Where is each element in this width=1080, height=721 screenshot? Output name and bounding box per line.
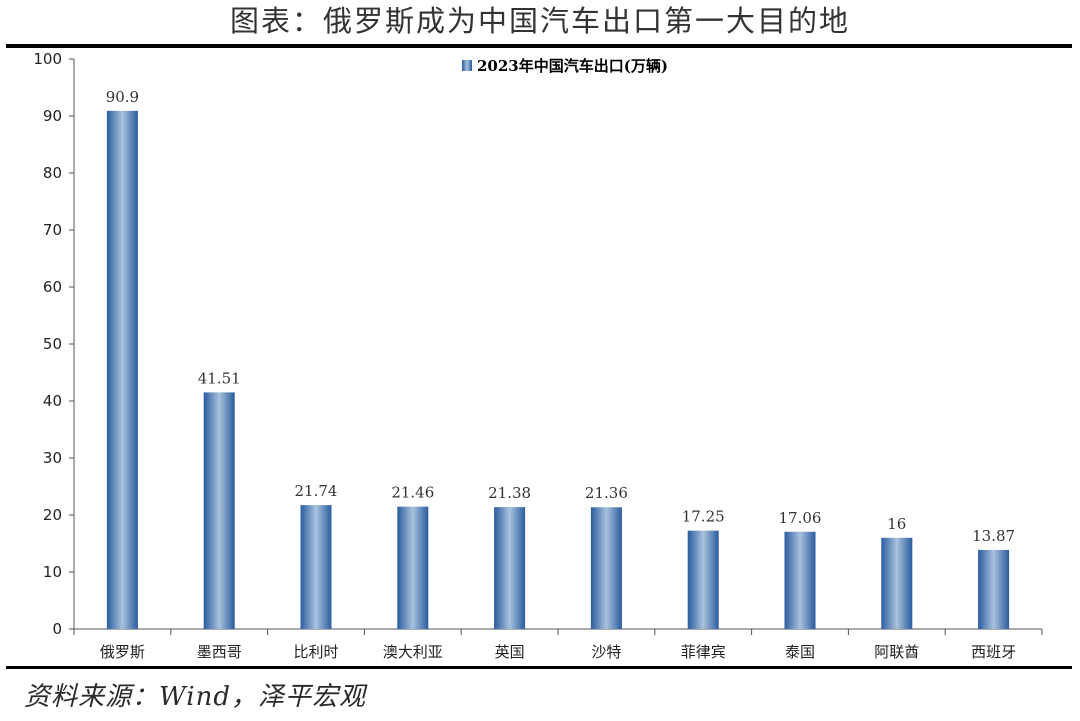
bar-chart: 0 10 20 30 40 50 60 70 80 90 100 俄罗斯 墨西哥 比利时 澳大利亚 英国 沙特 菲… [33,50,1043,660]
axes: 0 10 20 30 40 50 60 70 80 90 100 俄罗斯 墨西哥 比利时 澳大利亚 英国 沙特 菲… [33,50,1043,660]
y-tick-label: 50 [43,335,62,353]
top-rule [6,44,1072,48]
y-tick-label: 20 [43,506,62,524]
bar [494,507,526,629]
bar [687,530,719,629]
data-label: 21.46 [391,484,434,502]
bar [203,392,235,629]
y-tick-label: 60 [43,278,62,296]
bar [590,507,622,629]
y-tick-label: 0 [52,620,62,638]
data-label: 17.06 [779,509,822,527]
x-tick-label: 沙特 [591,643,621,660]
x-tick-label: 墨西哥 [197,643,242,660]
x-tick-label: 澳大利亚 [383,643,443,660]
bottom-rule [6,666,1072,669]
chart-title: 图表：俄罗斯成为中国汽车出口第一大目的地 [229,4,850,38]
data-label: 21.36 [585,484,628,502]
x-tick-label: 菲律宾 [681,643,726,660]
data-label: 90.9 [106,88,139,106]
bar [300,505,332,629]
bar [106,110,138,629]
x-tick-label: 比利时 [293,643,338,660]
bar [397,506,429,629]
bar [978,549,1010,629]
x-tick-label: 英国 [495,643,525,660]
legend: 2023年中国汽车出口(万辆) [462,57,668,75]
data-label: 17.25 [682,508,725,526]
data-label: 41.51 [198,369,241,387]
y-tick-label: 40 [43,392,62,410]
source-note: 资料来源：Wind，泽平宏观 [24,682,366,712]
y-tick-label: 80 [43,164,62,182]
legend-swatch [462,60,472,71]
bar [881,537,913,629]
x-tick-label: 俄罗斯 [100,643,145,660]
y-tick-label: 10 [43,563,62,581]
x-tick-label: 西班牙 [971,643,1016,660]
data-label: 16 [887,515,906,533]
legend-label: 2023年中国汽车出口(万辆) [477,57,668,75]
data-label: 13.87 [972,527,1015,545]
bar [784,531,816,629]
x-tick-label: 泰国 [785,643,815,660]
y-tick-label: 100 [33,50,62,68]
data-label: 21.38 [488,484,531,502]
x-tick-label: 阿联酋 [874,643,919,660]
bars: 90.9 41.51 21.74 21.46 21.38 21.36 17.25 17.06 1… [106,88,1015,629]
data-label: 21.74 [295,482,338,500]
y-tick-label: 70 [43,221,62,239]
y-tick-label: 30 [43,449,62,467]
y-tick-label: 90 [43,107,62,125]
